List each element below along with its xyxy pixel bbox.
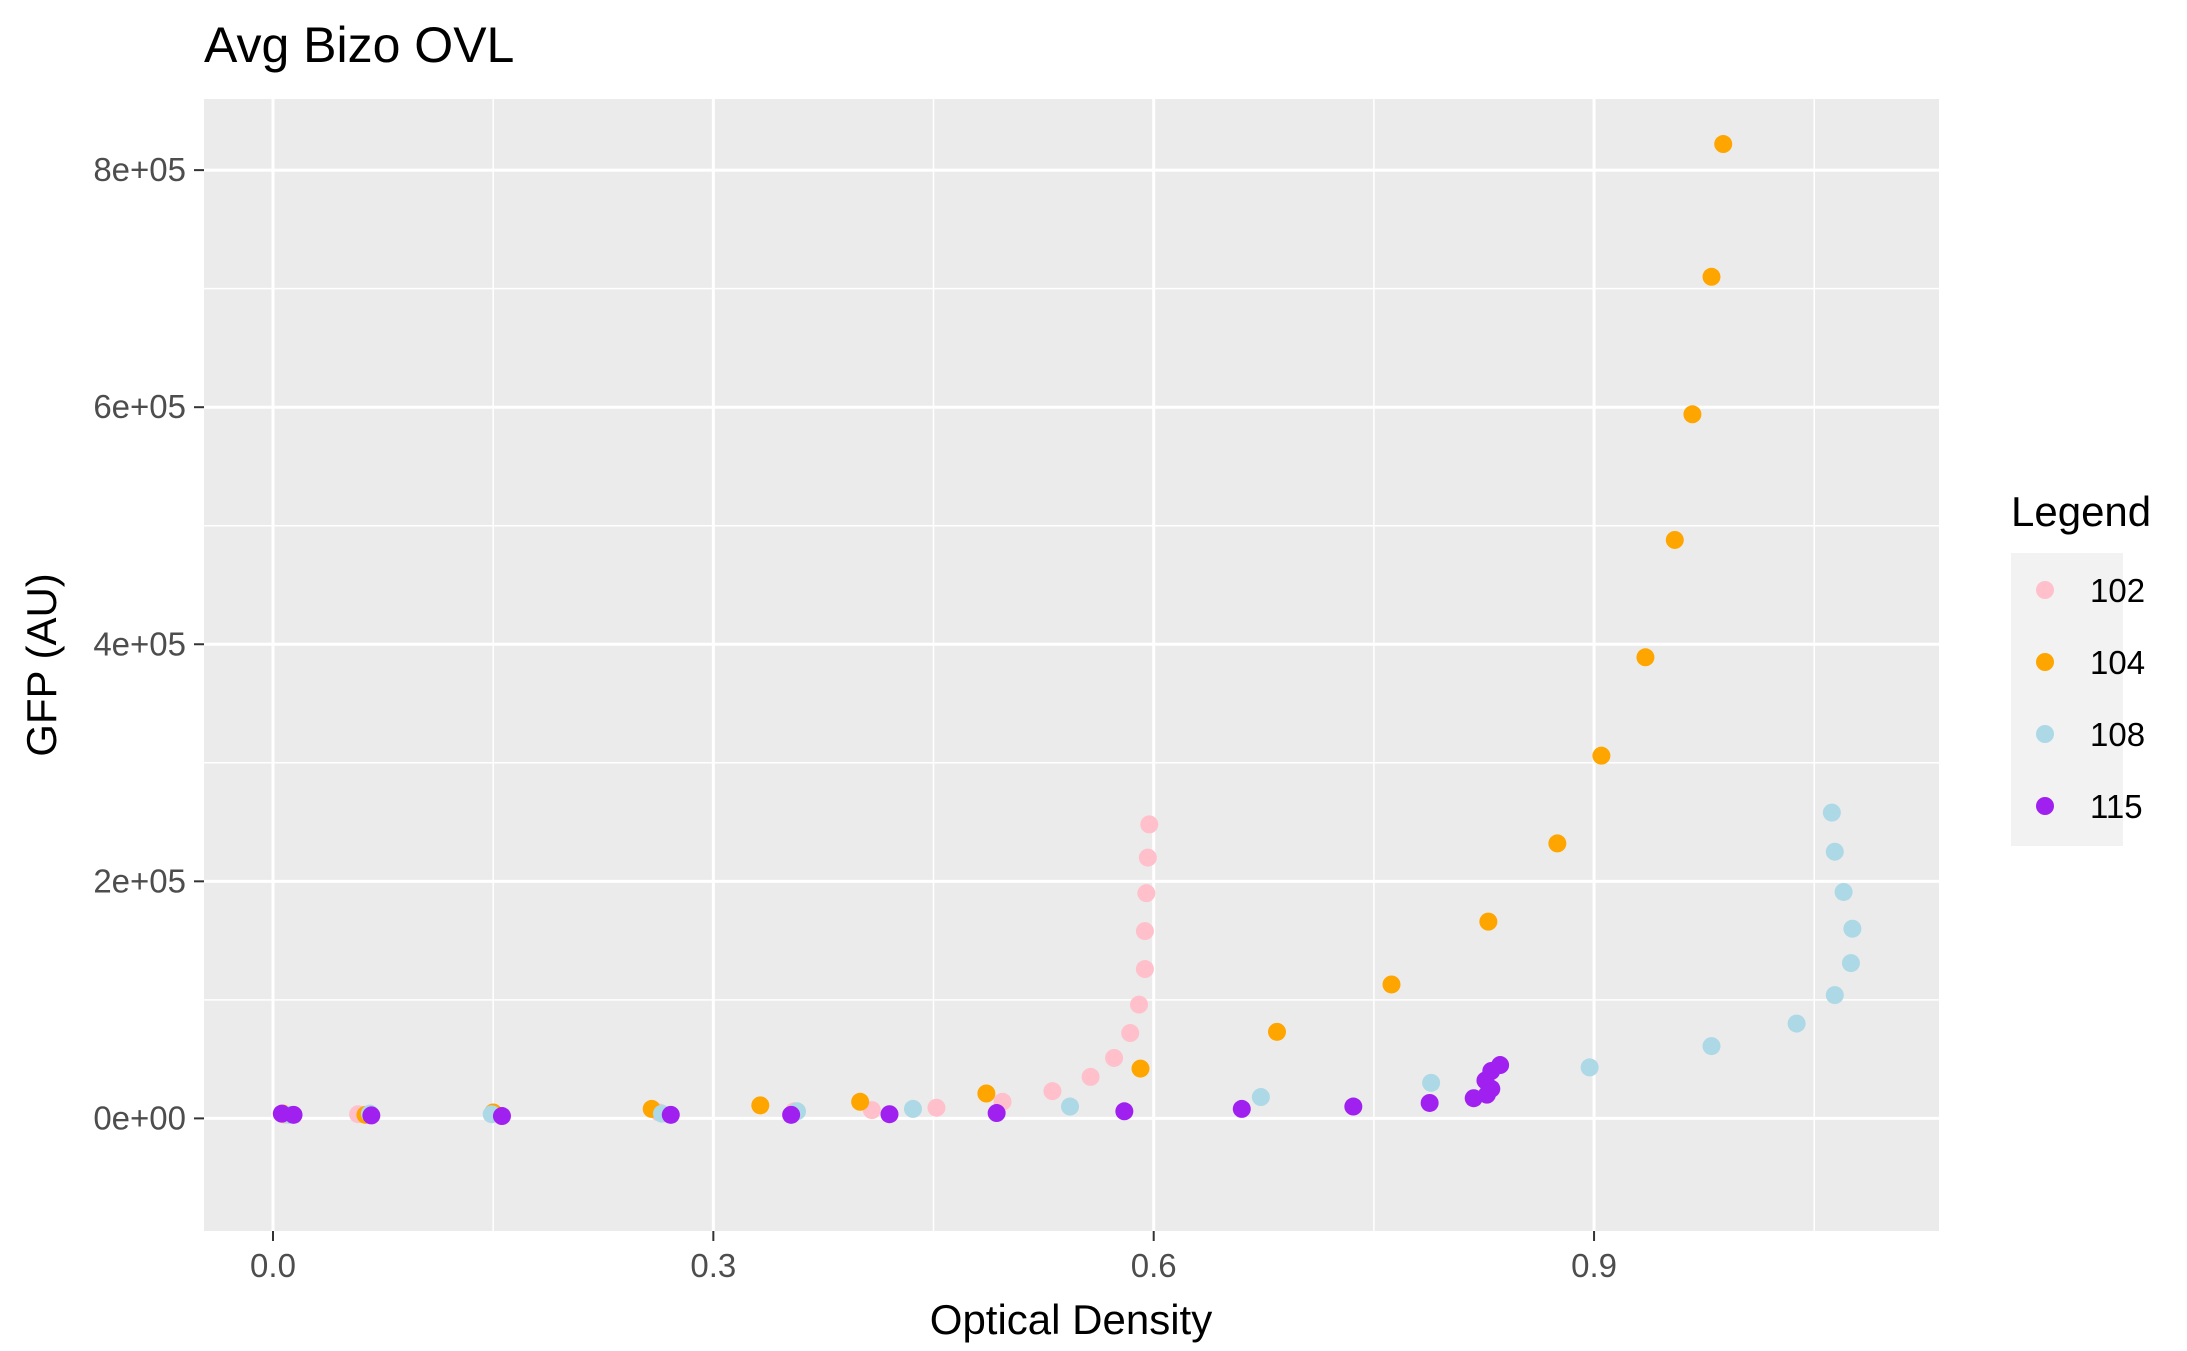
legend-label-115: 115 (2090, 788, 2143, 825)
data-points (272, 135, 1862, 1126)
legend-key-104 (2036, 653, 2054, 671)
data-point-115 (987, 1104, 1006, 1123)
data-point-102 (1105, 1048, 1124, 1067)
legend-label-108: 108 (2090, 716, 2145, 753)
data-point-108 (1834, 882, 1853, 901)
x-tick-label: 0.6 (1131, 1247, 1177, 1284)
data-point-115 (492, 1107, 511, 1126)
data-point-104 (977, 1084, 996, 1103)
data-point-102 (927, 1098, 946, 1117)
data-point-115 (880, 1105, 899, 1124)
data-point-108 (1580, 1058, 1599, 1077)
legend-items: 102 104 108 115 (2036, 572, 2145, 825)
x-tick-label: 0.0 (250, 1247, 296, 1284)
y-axis-title: GFP (AU) (18, 573, 65, 757)
y-tick-label: 4e+05 (93, 625, 186, 662)
data-point-108 (1702, 1037, 1721, 1056)
legend-key-115 (2036, 797, 2054, 815)
data-point-104 (1683, 405, 1702, 424)
y-axis: 0e+00 2e+05 4e+05 6e+05 8e+05 (93, 151, 204, 1136)
chart-title: Avg Bizo OVL (204, 17, 514, 73)
data-point-108 (1841, 954, 1860, 973)
data-point-108 (1822, 803, 1841, 822)
data-point-108 (1061, 1097, 1080, 1116)
data-point-102 (1138, 848, 1157, 867)
data-point-104 (851, 1092, 870, 1111)
data-point-102 (1121, 1024, 1140, 1043)
data-point-108 (1787, 1014, 1806, 1033)
plot-panel (204, 99, 1939, 1231)
legend-key-108 (2036, 725, 2054, 743)
legend-label-104: 104 (2090, 644, 2145, 681)
data-point-115 (1491, 1056, 1510, 1075)
x-axis: 0.0 0.3 0.6 0.9 (250, 1231, 1617, 1284)
data-point-102 (1130, 995, 1149, 1014)
data-point-102 (1135, 960, 1154, 979)
data-point-115 (1420, 1093, 1439, 1112)
data-point-115 (661, 1105, 680, 1124)
data-point-108 (1843, 919, 1862, 938)
data-point-104 (1548, 834, 1567, 853)
y-tick-label: 8e+05 (93, 151, 186, 188)
data-point-108 (1251, 1088, 1270, 1107)
data-point-102 (1135, 922, 1154, 941)
legend-title: Legend (2011, 488, 2151, 535)
data-point-108 (1825, 842, 1844, 861)
data-point-104 (1267, 1022, 1286, 1041)
y-tick-label: 6e+05 (93, 388, 186, 425)
data-point-108 (903, 1099, 922, 1118)
data-point-108 (1422, 1073, 1441, 1092)
y-tick-label: 2e+05 (93, 862, 186, 899)
legend-label-102: 102 (2090, 572, 2145, 609)
y-tick-label: 0e+00 (93, 1099, 186, 1136)
data-point-102 (1043, 1082, 1062, 1101)
data-point-115 (362, 1106, 381, 1125)
minor-grid (204, 99, 1939, 1231)
legend-key-102 (2036, 581, 2054, 599)
x-tick-label: 0.9 (1571, 1247, 1617, 1284)
data-point-104 (1665, 530, 1684, 549)
data-point-104 (1702, 267, 1721, 286)
data-point-104 (1382, 975, 1401, 994)
data-point-104 (1592, 746, 1611, 765)
data-point-115 (1115, 1102, 1134, 1121)
x-axis-title: Optical Density (930, 1296, 1212, 1343)
data-point-104 (1131, 1059, 1150, 1078)
data-point-108 (1825, 986, 1844, 1005)
data-point-104 (1479, 912, 1498, 931)
major-grid (204, 99, 1939, 1231)
data-point-115 (284, 1105, 303, 1124)
data-point-102 (1140, 815, 1159, 834)
data-point-115 (782, 1105, 801, 1124)
data-point-104 (1636, 648, 1655, 667)
legend: Legend 102 104 108 115 (2011, 488, 2151, 846)
data-point-104 (1714, 135, 1733, 154)
data-point-102 (1081, 1067, 1100, 1086)
data-point-115 (1232, 1099, 1251, 1118)
x-tick-label: 0.3 (690, 1247, 736, 1284)
data-point-104 (751, 1096, 770, 1115)
data-point-102 (1137, 884, 1156, 903)
legend-key-background (2011, 553, 2123, 846)
data-point-115 (1344, 1097, 1363, 1116)
